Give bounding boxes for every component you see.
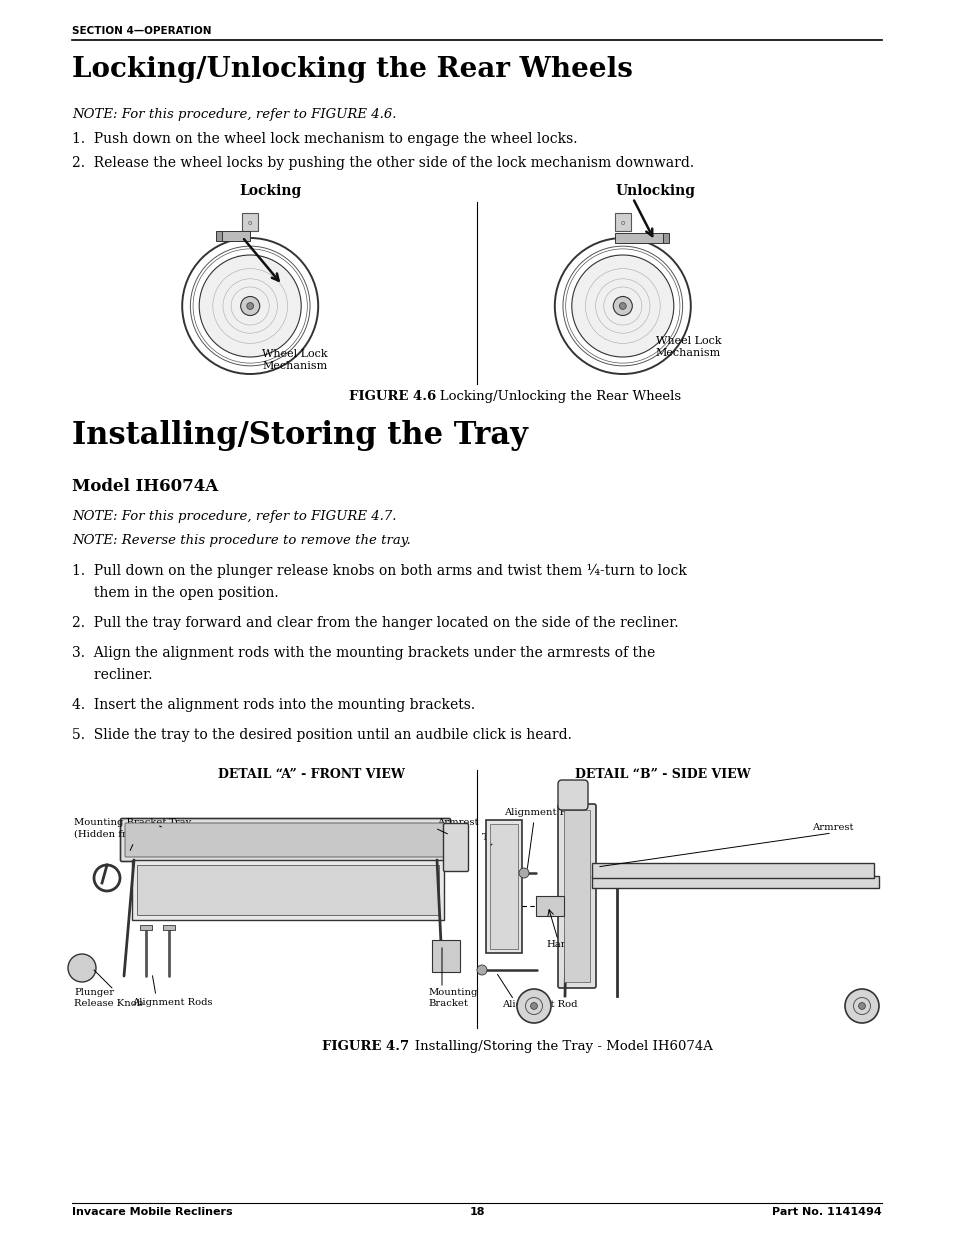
Text: 1.  Push down on the wheel lock mechanism to engage the wheel locks.: 1. Push down on the wheel lock mechanism…: [71, 132, 577, 146]
Circle shape: [844, 989, 878, 1023]
Text: FIGURE 4.6: FIGURE 4.6: [349, 390, 436, 403]
Text: Mounting
Bracket: Mounting Bracket: [428, 988, 476, 1008]
Text: Mounting Bracket
(Hidden from View): Mounting Bracket (Hidden from View): [74, 818, 174, 839]
Circle shape: [476, 965, 486, 974]
Text: Model IH6074A: Model IH6074A: [71, 478, 218, 495]
Bar: [662, 233, 668, 243]
Text: Armrest: Armrest: [436, 818, 478, 827]
Text: Alignment Rod: Alignment Rod: [501, 1000, 577, 1009]
Bar: [536, 897, 563, 916]
Circle shape: [613, 296, 632, 315]
Text: DETAIL “A” - FRONT VIEW: DETAIL “A” - FRONT VIEW: [217, 768, 404, 781]
Circle shape: [618, 303, 625, 310]
Text: o: o: [248, 220, 252, 226]
Text: NOTE: For this procedure, refer to FIGURE 4.7.: NOTE: For this procedure, refer to FIGUR…: [71, 510, 396, 522]
Bar: [614, 212, 630, 231]
Bar: [137, 864, 438, 915]
Bar: [163, 925, 174, 930]
Circle shape: [858, 1003, 864, 1009]
Text: NOTE: Reverse this procedure to remove the tray.: NOTE: Reverse this procedure to remove t…: [71, 534, 411, 547]
Bar: [614, 233, 662, 243]
FancyBboxPatch shape: [125, 823, 446, 857]
Bar: [242, 212, 258, 231]
Text: them in the open position.: them in the open position.: [71, 585, 278, 600]
FancyBboxPatch shape: [120, 819, 450, 862]
Bar: [140, 925, 152, 930]
Text: Armrest: Armrest: [811, 823, 853, 832]
Bar: [432, 940, 459, 972]
Circle shape: [530, 1003, 537, 1009]
Circle shape: [68, 953, 96, 982]
Text: Wheel Lock
Mechanism: Wheel Lock Mechanism: [655, 336, 720, 358]
Text: Alignment Rod: Alignment Rod: [503, 808, 578, 818]
Bar: [563, 810, 589, 982]
Circle shape: [571, 254, 673, 357]
Text: Hanger: Hanger: [545, 940, 584, 948]
Text: Locking/Unlocking the Rear Wheels: Locking/Unlocking the Rear Wheels: [427, 390, 680, 403]
Text: Alignment Rods: Alignment Rods: [132, 998, 213, 1007]
Text: Tray: Tray: [169, 818, 193, 827]
Text: Plunger
Release Knob: Plunger Release Knob: [74, 988, 143, 1008]
Text: Tray: Tray: [481, 832, 505, 842]
Text: Part No. 1141494: Part No. 1141494: [771, 1207, 882, 1216]
Bar: [216, 231, 222, 241]
Text: NOTE: For this procedure, refer to FIGURE 4.6.: NOTE: For this procedure, refer to FIGUR…: [71, 107, 396, 121]
Circle shape: [247, 303, 253, 310]
FancyBboxPatch shape: [558, 804, 596, 988]
FancyBboxPatch shape: [558, 781, 587, 810]
Bar: [592, 863, 873, 878]
Bar: [485, 820, 521, 953]
Text: Locking: Locking: [239, 184, 301, 198]
Text: 3.  Align the alignment rods with the mounting brackets under the armrests of th: 3. Align the alignment rods with the mou…: [71, 646, 655, 659]
Text: 4.  Insert the alignment rods into the mounting brackets.: 4. Insert the alignment rods into the mo…: [71, 698, 475, 713]
Bar: [490, 824, 517, 948]
Text: recliner.: recliner.: [71, 668, 152, 682]
Text: 5.  Slide the tray to the desired position until an audbile click is heard.: 5. Slide the tray to the desired positio…: [71, 727, 571, 742]
Text: o: o: [620, 220, 624, 226]
Circle shape: [240, 296, 259, 315]
Bar: [220, 231, 250, 241]
Text: Unlocking: Unlocking: [615, 184, 695, 198]
Circle shape: [517, 989, 551, 1023]
Text: SECTION 4—OPERATION: SECTION 4—OPERATION: [71, 26, 212, 36]
Text: 1.  Pull down on the plunger release knobs on both arms and twist them ¼-turn to: 1. Pull down on the plunger release knob…: [71, 564, 686, 578]
Text: 2.  Release the wheel locks by pushing the other side of the lock mechanism down: 2. Release the wheel locks by pushing th…: [71, 156, 694, 170]
Text: Locking/Unlocking the Rear Wheels: Locking/Unlocking the Rear Wheels: [71, 56, 632, 83]
Text: 2.  Pull the tray forward and clear from the hanger located on the side of the r: 2. Pull the tray forward and clear from …: [71, 616, 678, 630]
Text: FIGURE 4.7: FIGURE 4.7: [322, 1040, 409, 1053]
Bar: [592, 876, 878, 888]
Circle shape: [199, 254, 301, 357]
Text: Wheel Lock
Mechanism: Wheel Lock Mechanism: [262, 350, 328, 372]
Text: DETAIL “B” - SIDE VIEW: DETAIL “B” - SIDE VIEW: [575, 768, 750, 781]
Text: Installing/Storing the Tray - Model IH6074A: Installing/Storing the Tray - Model IH60…: [401, 1040, 712, 1053]
Bar: [132, 860, 443, 920]
Circle shape: [518, 868, 529, 878]
Text: Installing/Storing the Tray: Installing/Storing the Tray: [71, 420, 527, 451]
Text: Invacare Mobile Recliners: Invacare Mobile Recliners: [71, 1207, 233, 1216]
Text: 18: 18: [469, 1207, 484, 1216]
FancyBboxPatch shape: [443, 824, 468, 872]
